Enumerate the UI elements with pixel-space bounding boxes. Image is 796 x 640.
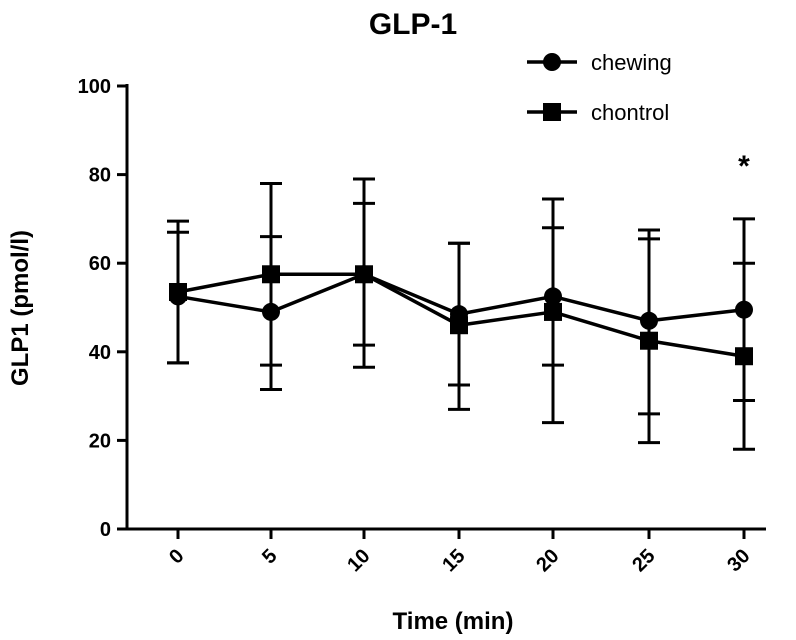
- legend-label-chewing: chewing: [591, 50, 672, 75]
- marker-chontrol-0: [169, 282, 187, 301]
- y-tick-label-0: 0: [100, 519, 111, 541]
- y-axis-label: GLP1 (pmol/l): [7, 230, 34, 386]
- marker-chontrol-10: [355, 265, 373, 284]
- marker-chontrol-25: [640, 331, 658, 350]
- marker-chontrol-20: [544, 302, 562, 321]
- significance-annotation-30: *: [738, 150, 750, 183]
- x-tick-label-10: 10: [343, 545, 374, 576]
- chart-title: GLP-1: [369, 8, 457, 41]
- marker-chewing-30: [735, 300, 753, 319]
- x-tick-label-15: 15: [438, 545, 469, 576]
- x-axis-label: Time (min): [393, 608, 514, 635]
- legend-marker-chontrol: [543, 103, 561, 121]
- y-tick-label-100: 100: [78, 76, 111, 98]
- x-tick-label-25: 25: [628, 545, 659, 576]
- x-tick-label-20: 20: [532, 545, 563, 576]
- marker-chontrol-15: [450, 316, 468, 335]
- y-tick-label-80: 80: [89, 165, 111, 187]
- annotations: *: [738, 150, 750, 183]
- marker-chewing-25: [640, 311, 658, 330]
- data-markers: [169, 265, 753, 366]
- marker-chontrol-30: [735, 347, 753, 366]
- marker-chontrol-5: [262, 265, 280, 284]
- y-tick-label-60: 60: [89, 253, 111, 275]
- axes: 0 20 40 60 80 100 0 5 10 15 20 25 30: [78, 76, 766, 576]
- x-tick-label-5: 5: [258, 545, 281, 568]
- y-tick-label-20: 20: [89, 430, 111, 452]
- marker-chewing-5: [262, 302, 280, 321]
- x-tick-label-0: 0: [165, 545, 188, 568]
- legend-label-chontrol: chontrol: [591, 100, 669, 125]
- legend-marker-chewing: [543, 53, 561, 71]
- y-tick-label-40: 40: [89, 342, 111, 364]
- marker-chewing-20: [544, 287, 562, 306]
- x-tick-label-30: 30: [723, 545, 754, 576]
- legend: chewing chontrol: [527, 50, 672, 125]
